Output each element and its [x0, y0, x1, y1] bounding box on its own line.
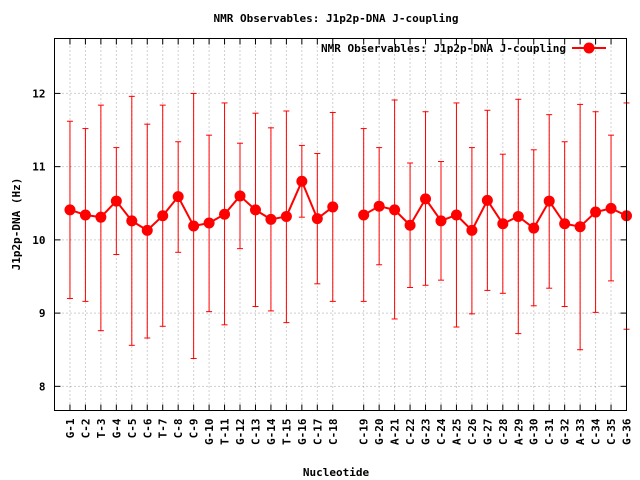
x-tick-label: T-7 — [157, 419, 170, 439]
y-axis-label: J1p2p-DNA (Hz) — [10, 178, 23, 271]
data-point — [512, 210, 524, 222]
x-tick-label: C-6 — [141, 418, 154, 438]
x-tick-label: G-20 — [373, 419, 386, 446]
series-line-segment — [300, 180, 319, 220]
data-point — [64, 204, 76, 216]
x-tick-label: C-5 — [126, 419, 139, 439]
x-tick-label: C-22 — [404, 419, 417, 446]
data-point — [559, 218, 571, 230]
x-tick-label: G-30 — [528, 419, 541, 446]
x-tick-label: G-27 — [481, 419, 494, 446]
data-point — [466, 224, 478, 236]
legend: NMR Observables: J1p2p-DNA J-coupling — [321, 42, 606, 55]
x-tick-label: T-15 — [280, 419, 293, 446]
y-axis-ticks: 8 9 10 11 12 — [32, 87, 627, 393]
x-tick-label: T-3 — [95, 419, 108, 439]
x-tick-label: C-24 — [435, 418, 448, 445]
data-point — [234, 190, 246, 202]
data-point — [249, 204, 261, 216]
data-point — [574, 221, 586, 233]
x-tick-label: G-23 — [420, 419, 433, 446]
data-point — [327, 201, 339, 213]
grid-lines — [54, 38, 627, 411]
data-point — [435, 215, 447, 227]
data-point — [481, 194, 493, 206]
y-tick-label: 12 — [32, 87, 45, 100]
data-point — [157, 210, 169, 222]
data-point — [358, 209, 370, 221]
data-point — [404, 219, 416, 231]
data-point — [389, 204, 401, 216]
data-point — [311, 213, 323, 225]
x-tick-label: C-2 — [79, 419, 92, 439]
x-tick-label: A-33 — [574, 419, 587, 446]
y-tick-label: 8 — [39, 380, 46, 393]
x-tick-label: C-28 — [497, 419, 510, 446]
x-tick-label: C-9 — [188, 419, 201, 439]
data-point — [605, 202, 617, 214]
data-point — [110, 195, 122, 207]
data-point — [141, 224, 153, 236]
plot-border — [54, 38, 627, 411]
data-point — [497, 218, 509, 230]
data-point — [280, 210, 292, 222]
data-point — [126, 215, 138, 227]
x-tick-label: C-8 — [172, 419, 185, 439]
data-point — [528, 222, 540, 234]
x-tick-label: G-16 — [296, 418, 309, 445]
x-tick-label: T-11 — [219, 418, 232, 445]
data-point — [296, 175, 308, 187]
data-point — [590, 206, 602, 218]
x-tick-label: C-17 — [311, 419, 324, 446]
legend-marker — [583, 42, 595, 54]
y-tick-label: 11 — [32, 161, 46, 174]
chart-title: NMR Observables: J1p2p-DNA J-coupling — [213, 12, 458, 25]
x-tick-label: G-4 — [110, 418, 123, 438]
x-tick-label: A-25 — [450, 419, 463, 446]
data-points — [64, 175, 632, 236]
x-tick-label: G-36 — [621, 418, 634, 445]
y-tick-label: 10 — [32, 234, 45, 247]
data-point — [450, 209, 462, 221]
x-tick-label: C-18 — [327, 419, 340, 446]
series-line-segment — [285, 180, 303, 217]
data-point — [79, 209, 91, 221]
x-tick-label: C-26 — [466, 418, 479, 445]
data-point — [172, 191, 184, 203]
legend-label: NMR Observables: J1p2p-DNA J-coupling — [321, 42, 566, 55]
series-line-segment — [471, 199, 489, 231]
data-point — [420, 193, 432, 205]
x-tick-label: G-32 — [559, 419, 572, 446]
x-tick-label: G-1 — [64, 418, 77, 438]
data-point — [373, 200, 385, 212]
x-axis-label: Nucleotide — [303, 466, 370, 479]
x-tick-label: G-14 — [265, 418, 278, 445]
x-tick-label: C-13 — [249, 419, 262, 446]
data-point — [543, 195, 555, 207]
y-tick-label: 9 — [39, 307, 46, 320]
data-point — [95, 211, 107, 223]
x-tick-label: C-31 — [543, 418, 556, 445]
series-line-segment — [177, 196, 195, 227]
data-point — [265, 213, 277, 225]
data-point — [188, 220, 200, 232]
data-point — [203, 217, 215, 229]
x-tick-label: A-29 — [512, 419, 525, 446]
x-tick-label: C-35 — [605, 419, 618, 446]
x-tick-label: G-12 — [234, 419, 247, 446]
x-tick-label: G-10 — [203, 419, 216, 446]
data-point — [219, 208, 231, 220]
x-tick-label: A-21 — [389, 418, 402, 445]
x-tick-label: C-34 — [590, 418, 603, 445]
x-tick-label: C-19 — [358, 419, 371, 446]
x-axis-ticks: G-1 C-2 T-3 G-4 C-5 C-6 T-7 C-8 C-9 G-10 T-11 G-12 C… — [64, 38, 634, 446]
